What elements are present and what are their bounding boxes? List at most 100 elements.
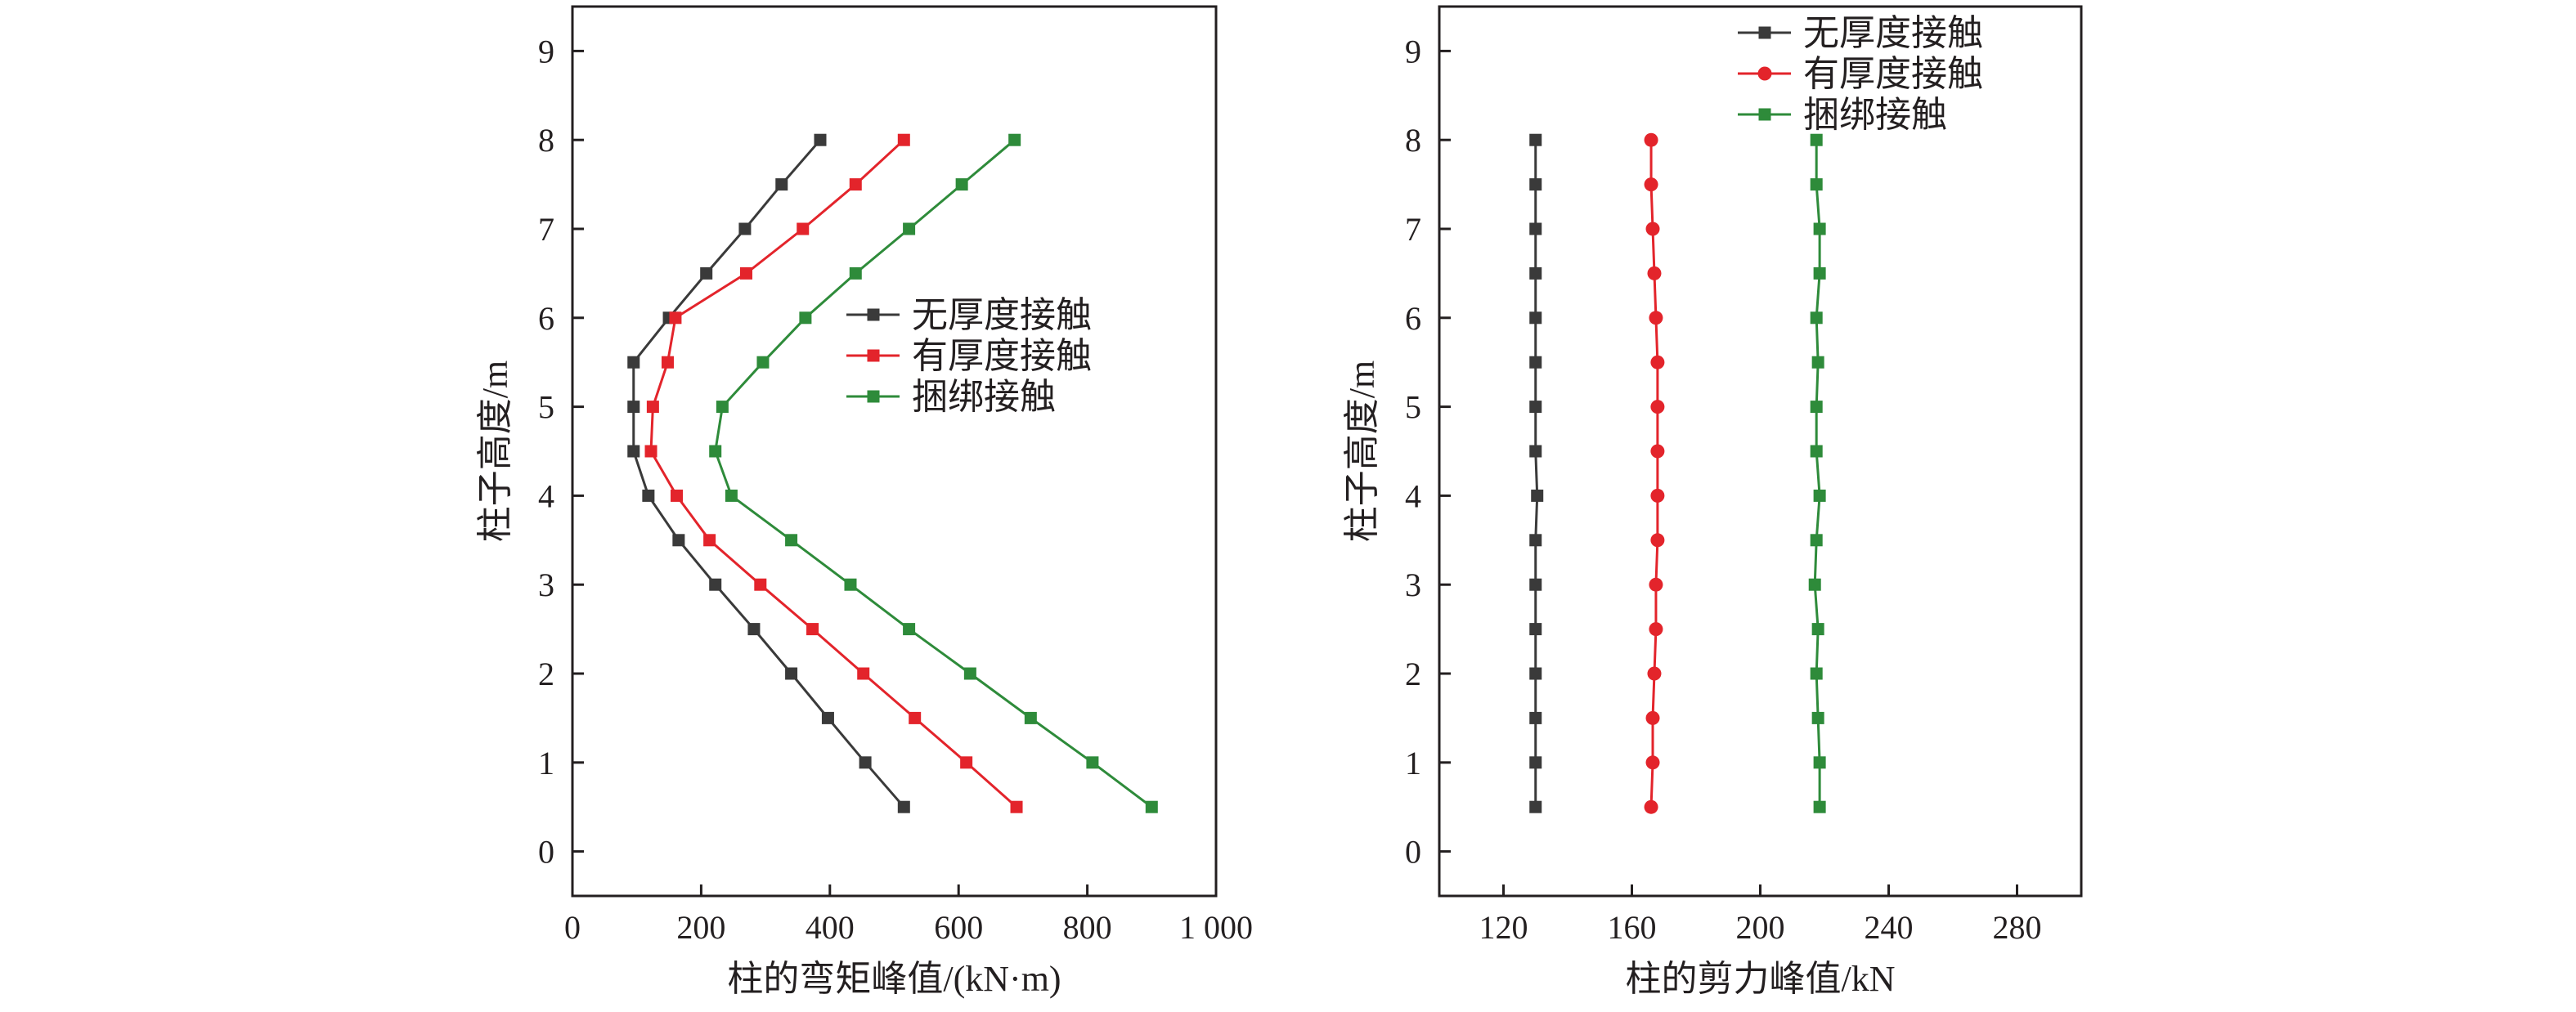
data-point	[1650, 533, 1665, 548]
x-axis-label: 柱的剪力峰值/kN	[1626, 959, 1896, 999]
legend-label: 捆绑接触	[1803, 95, 1947, 135]
data-point	[806, 623, 819, 636]
plot-frame	[571, 5, 1218, 898]
data-point	[672, 534, 685, 547]
y-tick-label: 3	[1405, 566, 1421, 603]
data-point	[1810, 133, 1823, 146]
data-point	[1808, 578, 1821, 591]
data-point	[747, 623, 761, 636]
data-point	[775, 178, 788, 191]
y-tick-label: 4	[538, 477, 554, 514]
y-tick-label: 3	[538, 566, 554, 603]
data-point	[725, 489, 738, 502]
data-point	[814, 133, 827, 146]
data-point	[1811, 356, 1824, 369]
data-point	[955, 178, 968, 191]
y-axis-label: 柱子高度/m	[475, 360, 515, 542]
data-point	[1529, 401, 1542, 414]
data-point	[849, 178, 862, 191]
legend-marker	[1758, 108, 1771, 121]
data-point	[627, 445, 640, 458]
series-1	[627, 133, 910, 813]
data-point	[1529, 534, 1542, 547]
data-point	[716, 401, 729, 414]
x-tick-label: 240	[1865, 909, 1914, 946]
data-point	[1810, 534, 1823, 547]
y-tick-label: 8	[538, 122, 554, 159]
data-point	[1813, 222, 1826, 235]
data-point	[756, 356, 770, 369]
legend-marker	[1757, 66, 1772, 81]
data-point	[1811, 623, 1824, 636]
legend-marker	[867, 390, 880, 403]
x-tick-label: 400	[806, 909, 855, 946]
y-tick-label: 9	[538, 33, 554, 69]
data-point	[1529, 266, 1542, 280]
series-line	[1649, 140, 1659, 808]
data-point	[1645, 710, 1660, 725]
data-point	[1145, 800, 1158, 813]
series-3	[1808, 133, 1826, 813]
data-point	[1811, 711, 1824, 724]
y-tick-label: 8	[1405, 122, 1421, 159]
chart-shear: 120 160 200 240 280 0 1 2 3 4 5 6 7 8 9 柱的剪力峰值/kN 柱子高度/m…	[1342, 5, 2083, 999]
data-point	[1650, 444, 1665, 459]
data-point	[1529, 711, 1542, 724]
data-point	[1813, 756, 1826, 769]
y-tick-label: 9	[1405, 33, 1421, 69]
data-point	[859, 756, 872, 769]
data-point	[1810, 401, 1823, 414]
x-tick-label: 160	[1608, 909, 1657, 946]
data-point	[1529, 222, 1542, 235]
data-point	[897, 133, 910, 146]
data-point	[897, 800, 910, 813]
data-point	[1810, 667, 1823, 680]
series-line	[1813, 140, 1821, 808]
data-point	[1531, 489, 1544, 502]
series-line	[632, 139, 905, 808]
data-point	[700, 266, 713, 280]
series-line	[1534, 140, 1539, 808]
data-point	[963, 667, 976, 680]
data-point	[709, 445, 722, 458]
legend-marker	[867, 308, 880, 321]
legend-marker	[1758, 26, 1771, 39]
data-point	[644, 445, 657, 458]
data-point	[844, 578, 857, 591]
data-point	[1647, 666, 1662, 681]
legend-label: 捆绑接触	[912, 377, 1056, 417]
data-point	[1810, 178, 1823, 191]
data-point	[857, 667, 870, 680]
data-point	[1810, 311, 1823, 325]
data-point	[661, 356, 674, 369]
data-point	[703, 534, 716, 547]
y-tick-label: 7	[1405, 211, 1421, 248]
y-axis-label: 柱子高度/m	[1342, 360, 1382, 542]
y-tick-label: 5	[1405, 389, 1421, 426]
data-point	[1645, 755, 1660, 770]
data-point	[1529, 311, 1542, 325]
data-point	[1024, 711, 1037, 724]
data-point	[1008, 133, 1021, 146]
legend-label: 有厚度接触	[1803, 54, 1983, 94]
y-tick-label: 4	[1405, 477, 1421, 514]
data-point	[738, 222, 752, 235]
data-point	[642, 489, 655, 502]
x-axis-label: 柱的弯矩峰值/(kN·m)	[727, 959, 1061, 999]
data-point	[1529, 800, 1542, 813]
y-tick-label: 6	[538, 300, 554, 337]
data-point	[1649, 622, 1663, 637]
data-point	[1647, 266, 1662, 280]
x-tick-label: 200	[1736, 909, 1785, 946]
series-3	[709, 133, 1158, 813]
data-point	[739, 266, 752, 280]
series-line	[714, 139, 1153, 808]
y-tick-label: 6	[1405, 300, 1421, 337]
legend-marker	[867, 349, 880, 362]
data-point	[849, 266, 862, 280]
data-point	[709, 578, 722, 591]
x-tick-label: 200	[676, 909, 725, 946]
data-point	[1650, 355, 1665, 369]
